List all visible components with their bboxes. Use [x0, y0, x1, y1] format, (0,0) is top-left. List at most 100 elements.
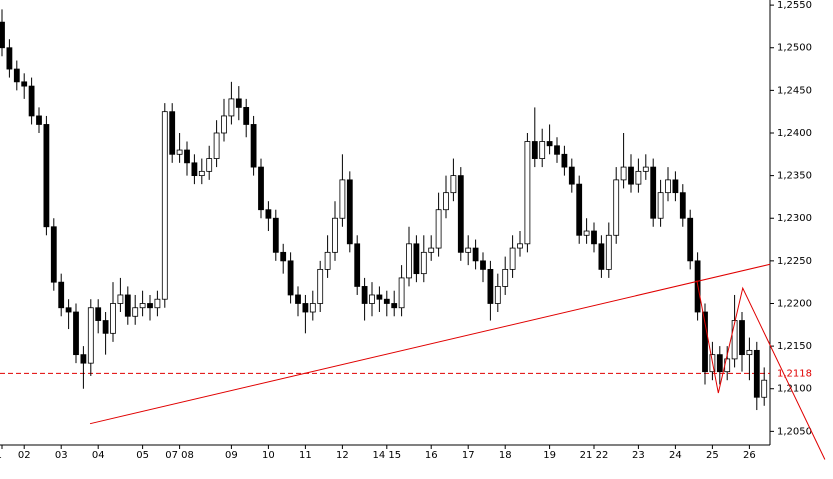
level-label-box: [773, 366, 813, 381]
candle-body: [295, 294, 301, 304]
candle-body: [598, 243, 605, 270]
candle-body: [561, 153, 568, 168]
candle-body: [376, 294, 383, 300]
candle-body: [517, 243, 523, 249]
candle-body: [265, 209, 272, 219]
candle-body: [369, 294, 375, 304]
candle-body: [435, 209, 442, 249]
candle-body: [235, 98, 242, 108]
candle-body: [576, 183, 583, 236]
candle-body: [58, 281, 65, 309]
x-tick-label: 25: [706, 450, 719, 461]
candle-body: [272, 217, 279, 253]
candle-body: [110, 303, 116, 334]
x-tick-label: 11: [299, 450, 312, 461]
candle-body: [531, 141, 538, 159]
candle-body: [102, 320, 109, 334]
candle-body: [642, 166, 649, 172]
candle-body: [546, 141, 553, 147]
candle-body: [361, 286, 368, 304]
candle-body: [21, 81, 28, 87]
candle-body: [43, 124, 50, 228]
candle-body: [36, 115, 42, 125]
candle-body: [679, 192, 686, 219]
candle-body: [672, 179, 679, 194]
candle-body: [657, 192, 664, 219]
candle-body: [457, 175, 464, 253]
candle-body: [591, 230, 597, 245]
candle-body: [406, 243, 412, 279]
candle-body: [161, 111, 168, 300]
candle-body: [13, 68, 20, 83]
candle-body: [339, 179, 346, 219]
candle-body: [154, 298, 161, 309]
candle-body: [191, 162, 198, 177]
x-tick-label: 23: [632, 450, 645, 461]
x-tick-label: 10: [262, 450, 275, 461]
candle-body: [50, 226, 57, 283]
candle-body: [147, 303, 153, 309]
candle-body: [524, 141, 531, 245]
candle-body: [346, 179, 353, 245]
candle-body: [324, 251, 331, 270]
y-tick-label: 1,2450: [777, 85, 812, 96]
candle-body: [398, 277, 405, 309]
y-tick-label: 1,2400: [777, 128, 812, 139]
candle-body: [184, 149, 190, 164]
candle-body: [302, 303, 309, 313]
candle-body: [0, 21, 5, 49]
y-tick-label: 1,2150: [777, 341, 812, 352]
candle-body: [258, 166, 264, 211]
candle-body: [509, 247, 516, 270]
candle-body: [6, 47, 13, 70]
x-tick-label: 17: [462, 450, 475, 461]
candle-body: [287, 260, 294, 296]
level-label: 1,2118: [777, 368, 812, 379]
candle-body: [753, 349, 760, 398]
candle-body: [117, 294, 124, 304]
candle-body: [420, 251, 427, 275]
candle-body: [139, 303, 146, 309]
candle-body: [554, 145, 560, 155]
candle-body: [309, 303, 316, 313]
x-tick-label: 14 15: [372, 450, 401, 461]
candle-body: [391, 303, 398, 309]
candle-body: [450, 175, 457, 194]
candle-body: [628, 166, 634, 185]
candle-body: [28, 85, 35, 117]
candle-body: [317, 268, 324, 304]
x-tick-label: 1: [0, 450, 2, 461]
candle-body: [169, 111, 176, 155]
candle-body: [605, 234, 612, 270]
candle-body: [583, 230, 590, 236]
x-tick-label: 18: [499, 450, 512, 461]
candle-body: [124, 294, 131, 317]
candle-body: [761, 379, 768, 398]
y-tick-label: 1,2050: [777, 426, 812, 437]
x-tick-label: 05: [136, 450, 149, 461]
x-tick-label: 24: [669, 450, 682, 461]
candle-body: [132, 307, 139, 317]
candle-body: [465, 247, 472, 253]
candle-body: [213, 132, 220, 159]
candle-body: [487, 268, 494, 304]
y-tick-label: 1,2250: [777, 256, 812, 267]
candle-body: [539, 141, 546, 159]
candle-body: [620, 166, 627, 181]
x-tick-label: 16: [425, 450, 438, 461]
candle-body: [716, 354, 723, 373]
x-tick-label: 04: [92, 450, 105, 461]
candle-body: [383, 298, 390, 304]
candle-body: [206, 158, 213, 172]
candle-body: [198, 170, 205, 177]
x-tick-label: 02: [18, 450, 31, 461]
candle-body: [613, 179, 620, 236]
candle-body: [73, 311, 79, 356]
x-tick-label: 03: [55, 450, 68, 461]
candle-body: [65, 307, 72, 313]
candle-body: [731, 320, 738, 360]
candle-body: [480, 260, 486, 270]
candle-body: [650, 166, 657, 219]
candle-body: [228, 98, 235, 117]
